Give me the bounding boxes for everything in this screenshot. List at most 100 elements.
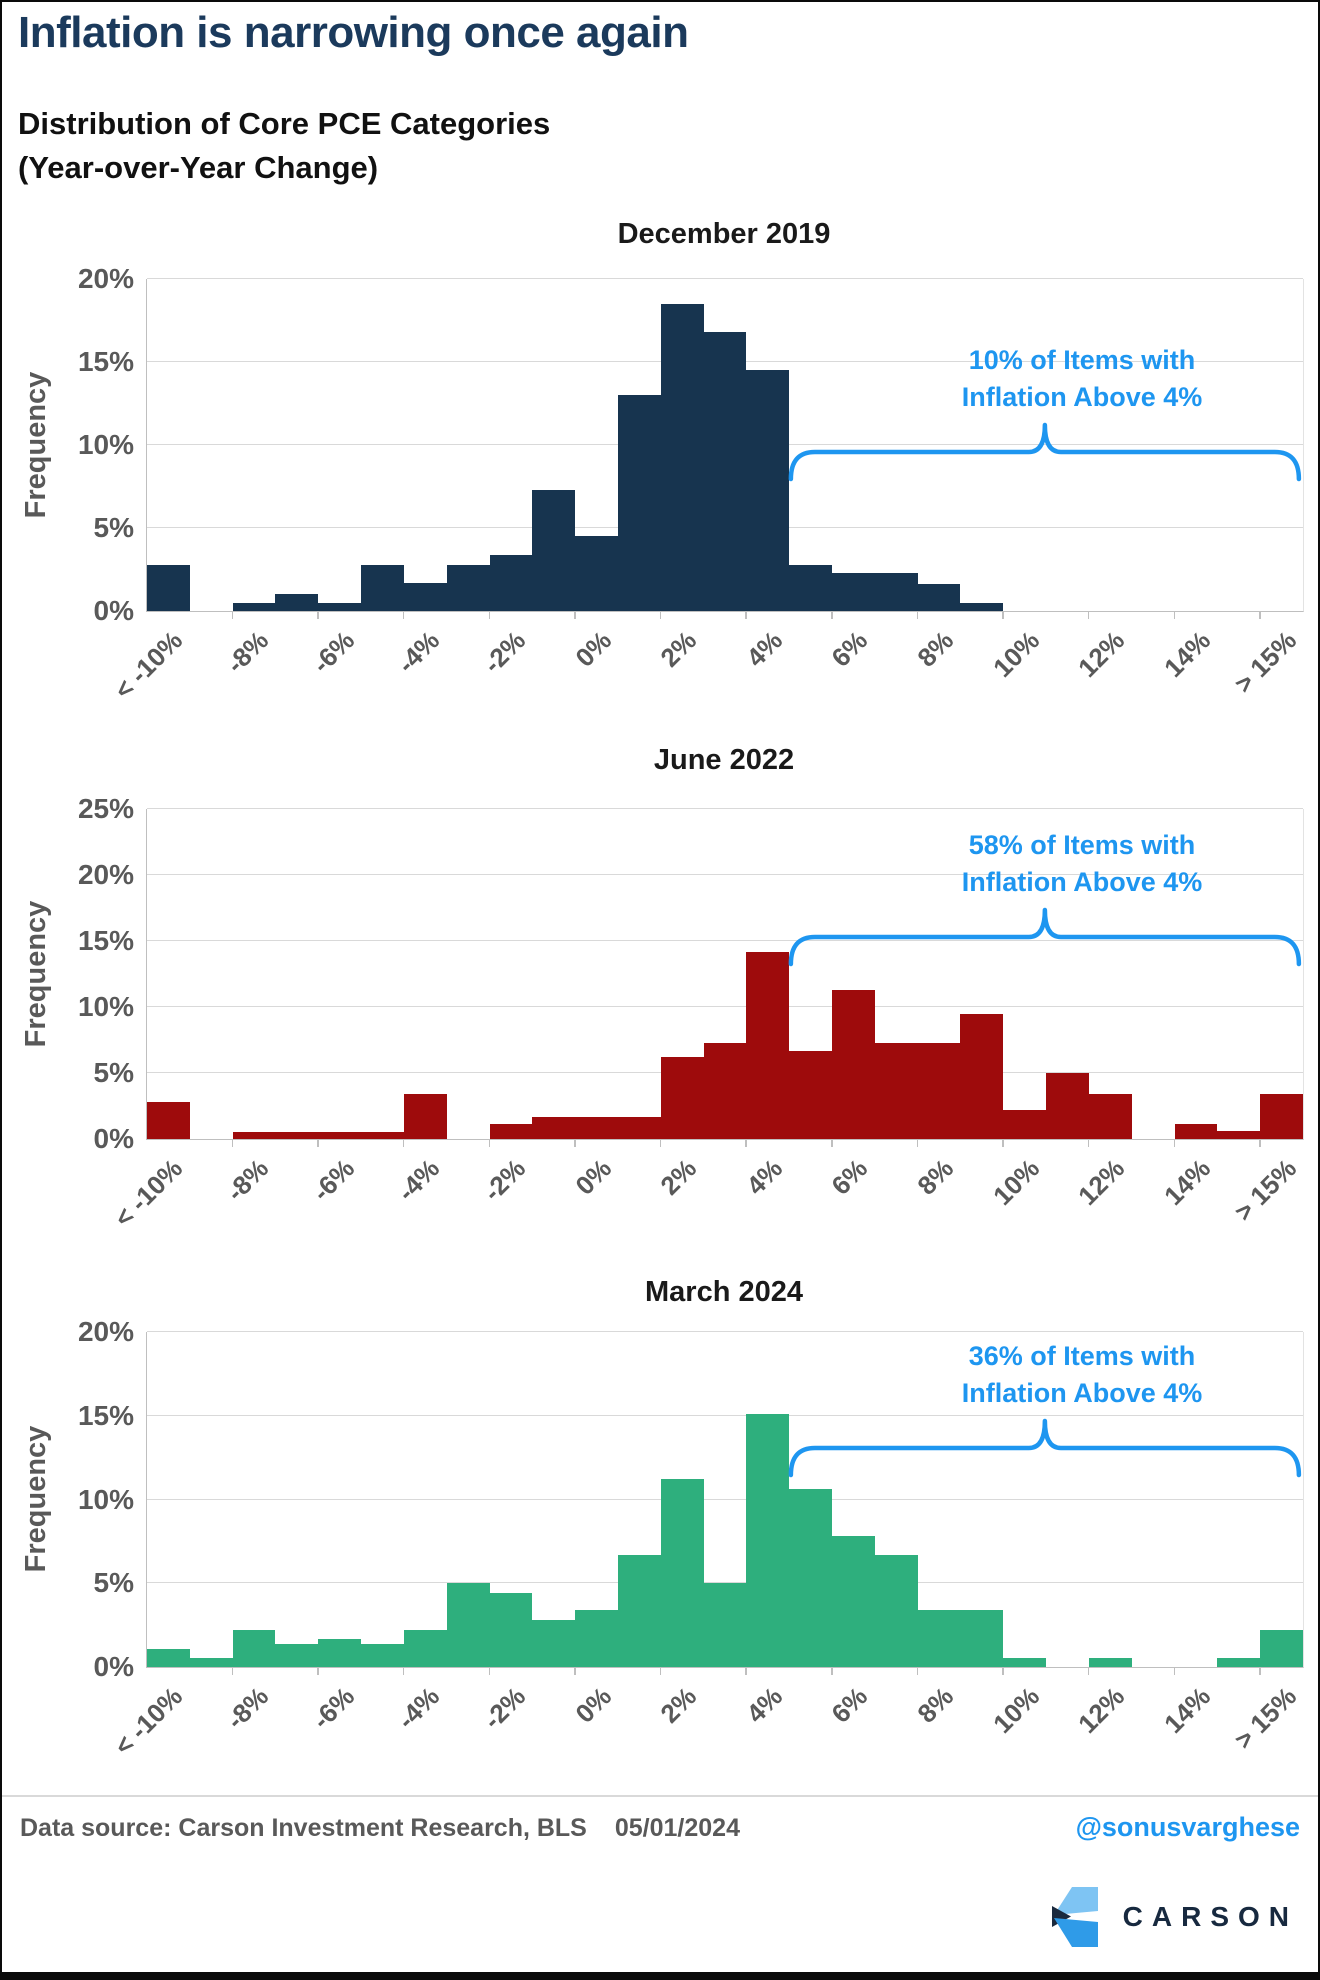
x-axis-tick-mark [1002,612,1004,619]
histogram-bar [874,1042,918,1139]
annotation-callout: 10% of Items with Inflation Above 4% [822,342,1318,416]
y-axis-tick-label: 25% [77,793,134,824]
gridline [147,1006,1303,1007]
y-axis-tick-label: 10% [77,991,134,1022]
x-axis-tick-mark [745,1668,747,1675]
gridline [147,874,1303,875]
histogram-bar [489,554,533,611]
histogram-bar [189,1657,233,1667]
x-axis-tick-mark [231,612,234,619]
histogram-bar [874,1554,918,1667]
carson-logo-wordmark: CARSON [1122,1901,1298,1932]
histogram-bar [703,1042,747,1139]
histogram-bar [789,1489,833,1667]
histogram-bar [832,1536,875,1667]
carson-logo: CARSON [1051,1886,1298,1948]
histogram-bar [960,602,1004,611]
histogram-bar [960,1610,1004,1667]
x-axis-tick-mark [488,1140,491,1147]
subtitle-line2: (Year-over-Year Change) [18,150,379,185]
x-axis-tick-mark [402,1668,405,1675]
y-axis-title-frequency: Frequency [20,900,52,1048]
histogram-bar [917,584,961,611]
histogram-bar [1088,1094,1132,1139]
x-axis-tick-mark [1087,612,1090,619]
x-axis-tick-mark [1002,1668,1004,1675]
annotation-line2: Inflation Above 4% [961,1377,1203,1408]
histogram-bar [789,1050,833,1139]
histogram-bar [1088,1657,1132,1667]
y-axis-tick-label: 10% [77,429,134,460]
data-source-text: Data source: Carson Investment Research,… [20,1814,740,1843]
annotation-line2: Inflation Above 4% [961,381,1203,412]
x-axis-tick-mark [745,612,747,619]
x-axis-tick-mark [574,1140,576,1147]
histogram-bar [832,572,875,611]
x-axis-tick-mark [402,1140,405,1147]
histogram-bar [532,1620,576,1667]
x-axis-tick-mark [659,1668,662,1675]
histogram-bar [403,1094,447,1139]
histogram-bar [1003,1109,1047,1139]
gridline [147,1414,1303,1416]
histogram-bar [232,602,276,611]
x-axis-tick-mark [231,1140,234,1147]
histogram-bar [617,1116,661,1139]
x-axis-tick-mark [1173,612,1176,619]
histogram-bar [275,1132,319,1139]
histogram-bar [403,1630,447,1667]
x-axis-tick-mark [317,612,319,619]
twitter-handle[interactable]: @sonusvarghese [1075,1812,1300,1842]
x-axis-tick-mark [1173,1140,1176,1147]
histogram-bar [746,951,790,1139]
above-4pct-bracket [788,907,1302,967]
annotation-callout: 36% of Items with Inflation Above 4% [822,1338,1318,1412]
annotation-line2: Inflation Above 4% [961,867,1203,898]
histogram-bar [318,602,362,611]
x-axis-tick-mark [659,612,662,619]
x-axis-tick-mark [574,1668,576,1675]
x-axis-tick-mark [402,612,405,619]
histogram-bar [617,1554,661,1667]
y-axis-tick-label: 15% [77,925,134,956]
y-axis-tick-label: 20% [77,859,134,890]
x-axis-tick-mark [916,1668,919,1675]
gridline [147,808,1303,809]
y-axis-tick-label: 5% [93,512,134,543]
histogram-bar [1260,1630,1303,1667]
y-axis-tick-label: 5% [93,1057,134,1088]
gridline [147,940,1303,941]
histogram-bar [660,303,704,611]
y-axis-tick-label: 20% [77,1316,134,1347]
x-axis-tick-mark [831,612,833,619]
histogram-bar [1260,1094,1303,1139]
y-axis-tick-label: 0% [93,595,134,626]
x-axis-tick-mark [1002,1140,1004,1147]
plot-area-december-2019 [146,278,1304,612]
gridline [147,278,1303,279]
histogram-bar [660,1479,704,1667]
annotation-callout: 58% of Items with Inflation Above 4% [822,827,1318,901]
y-axis-tick-label: 15% [77,1399,134,1431]
histogram-bar [617,395,661,611]
gridline [147,1498,1303,1500]
x-axis-tick-mark [488,612,491,619]
footer-divider [2,1795,1318,1797]
gridline [147,1582,1303,1584]
histogram-bar [917,1042,961,1139]
y-axis-tick-label: 15% [77,346,134,377]
histogram-bar [789,564,833,611]
x-axis-tick-mark [1087,1668,1090,1675]
x-axis-tick-mark [231,1668,234,1675]
histogram-bar [275,1643,319,1667]
x-axis-tick-mark [1259,612,1261,619]
x-axis-tick-mark [659,1140,662,1147]
plot-area-march-2024 [146,1331,1304,1668]
x-axis-tick-mark [317,1140,319,1147]
histogram-bar [746,1414,790,1667]
x-axis-tick-mark [916,612,919,619]
histogram-bar [1003,1657,1047,1667]
above-4pct-bracket [788,1418,1302,1477]
histogram-bar [660,1057,704,1139]
